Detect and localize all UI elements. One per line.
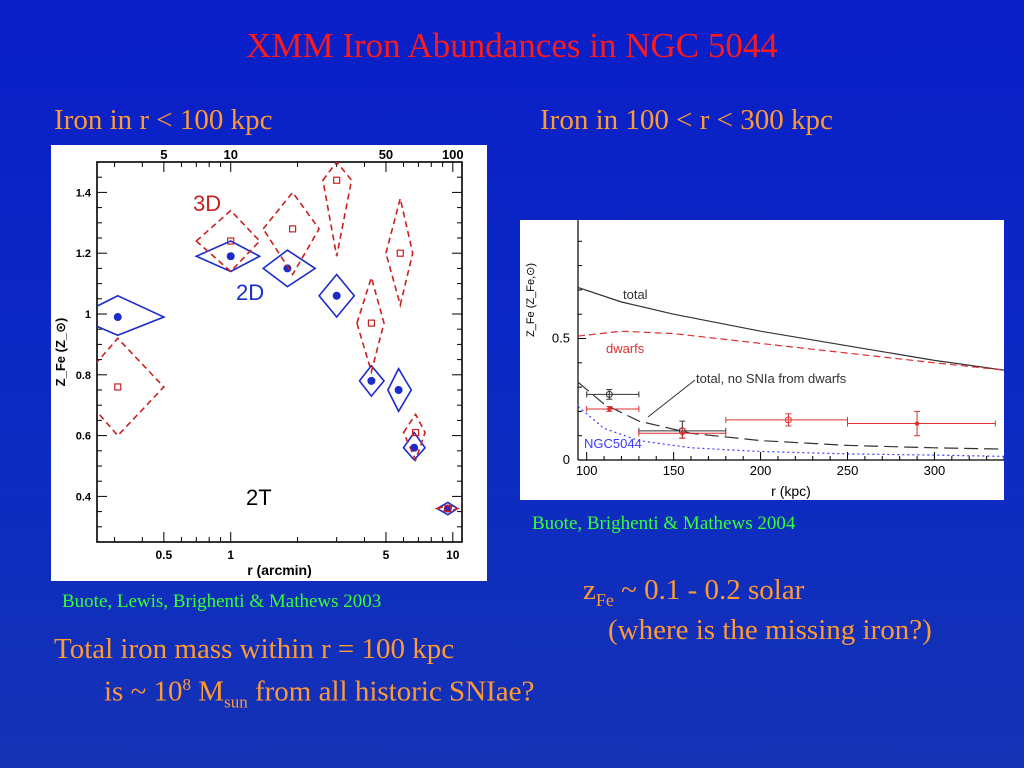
label-dwarfs: dwarfs <box>606 341 645 356</box>
right-chart-panel: 100 150 200 250 300 0 0.5 r (kpc) Z_Fe (Z_Fe,⊙) t… <box>520 220 1005 500</box>
top-tick-label: 100 <box>442 147 464 162</box>
series-line-longdash <box>578 381 1004 450</box>
mass-unit: M <box>191 675 225 708</box>
3d-error-diamond <box>97 337 165 437</box>
x-axis-label: r (arcmin) <box>247 562 312 578</box>
x-tick-label: 10 <box>446 548 460 562</box>
y-tick-label: 0.4 <box>76 491 92 503</box>
plot-frame <box>96 161 463 543</box>
zfe-symbol: z <box>583 574 596 606</box>
2t-annotation: 2T <box>246 485 272 510</box>
zfe-subscript: Fe <box>595 589 614 610</box>
data-point <box>914 421 920 426</box>
data-point <box>605 390 613 398</box>
x-tick-label: 200 <box>750 463 772 478</box>
2d-error-diamond <box>402 431 427 462</box>
3d-error-diamond <box>356 274 385 375</box>
2d-point <box>367 376 376 385</box>
y-tick-label: 0.8 <box>76 370 91 382</box>
mass-line-1: Total iron mass within r = 100 kpc <box>54 633 455 665</box>
2d-error-diamond <box>318 273 356 319</box>
2d-point <box>394 386 403 394</box>
3d-point <box>367 319 376 327</box>
2d-error-diamond <box>386 367 413 413</box>
mass-suffix: from all historic SNIae? <box>247 675 535 708</box>
slide-title: XMM Iron Abundances in NGC 5044 <box>246 26 778 65</box>
3d-point <box>333 176 341 184</box>
x-tick-label: 100 <box>576 463 598 478</box>
2d-point <box>226 252 235 261</box>
x-tick-label: 1 <box>227 548 234 562</box>
mass-prefix: is ~ 10 <box>104 675 183 708</box>
3d-error-diamond <box>195 209 261 273</box>
left-chart-panel: 0.5 1 5 10 5 10 50 100 0.4 0.6 0.8 1 1.2 1.4 r (arcmin… <box>51 145 487 581</box>
y-tick-label: 1.4 <box>76 187 92 199</box>
mass-line-2: is ~ 108 Msun from all historic SNIae? <box>104 675 534 712</box>
3d-point <box>289 225 297 233</box>
top-tick-label: 10 <box>223 147 237 162</box>
missing-iron-note: (where is the missing iron?) <box>608 614 932 646</box>
annotation-pointer <box>647 379 696 418</box>
top-tick-label: 50 <box>379 147 393 162</box>
data-point <box>607 406 612 412</box>
plot-area <box>97 162 461 516</box>
2d-error-diamond <box>194 240 262 273</box>
3d-error-diamond <box>402 412 426 463</box>
y-tick-label: 1 <box>85 309 91 321</box>
label-total-no-snia: total, no SNIa from dwarfs <box>696 371 847 386</box>
3d-error-diamond <box>385 198 414 309</box>
y-tick-label: 0.5 <box>552 331 570 346</box>
2d-point <box>113 313 122 322</box>
2d-annotation: 2D <box>236 280 264 305</box>
3d-point <box>227 237 235 245</box>
data-point <box>680 431 685 436</box>
right-citation: Buote, Brighenti & Mathews 2004 <box>532 513 796 534</box>
2d-point <box>410 443 419 452</box>
zfe-value: ~ 0.1 - 0.2 solar <box>613 574 805 606</box>
y-axis-label: Z_Fe (Z_⊙) <box>53 318 68 387</box>
2d-error-diamond <box>358 364 386 398</box>
data-point <box>784 416 792 424</box>
label-ngc5044: NGC5044 <box>584 436 642 451</box>
3d-annotation: 3D <box>193 191 221 216</box>
mass-unit-subscript: sun <box>224 692 248 712</box>
series-line-total <box>578 286 1004 371</box>
plot-area <box>578 286 1004 457</box>
x-tick-label: 300 <box>924 463 946 478</box>
3d-error-diamond <box>322 162 353 257</box>
top-tick-label: 5 <box>160 147 167 162</box>
x-tick-label: 5 <box>383 548 390 562</box>
2d-error-diamond <box>261 249 317 288</box>
2d-point <box>283 264 292 273</box>
left-heading: Iron in r < 100 kpc <box>54 104 273 136</box>
left-citation: Buote, Lewis, Brighenti & Mathews 2003 <box>62 591 382 612</box>
y-tick-label: 0.6 <box>76 431 91 443</box>
x-tick-label: 0.5 <box>156 548 173 562</box>
series-line-NGC5044 <box>578 406 1004 457</box>
x-tick-label: 250 <box>837 463 859 478</box>
y-tick-label: 1.2 <box>76 248 91 260</box>
x-axis-label: r (kpc) <box>771 483 811 499</box>
y-axis-label: Z_Fe (Z_Fe,⊙) <box>525 263 537 337</box>
label-total: total <box>623 287 648 302</box>
3d-point <box>396 249 404 257</box>
2d-point <box>332 291 341 300</box>
3d-point <box>114 383 122 391</box>
3d-point <box>444 504 452 513</box>
3d-error-diamond <box>262 191 321 277</box>
right-heading: Iron in 100 < r < 300 kpc <box>540 104 833 136</box>
2d-error-diamond <box>97 294 166 337</box>
zfe-statement: zFe ~ 0.1 - 0.2 solar <box>583 574 804 611</box>
x-tick-label: 150 <box>663 463 685 478</box>
series-line-dwarfs <box>578 330 1004 371</box>
mass-exponent: 8 <box>182 675 192 694</box>
3d-point <box>412 428 420 437</box>
y-tick-label: 0 <box>563 452 570 467</box>
